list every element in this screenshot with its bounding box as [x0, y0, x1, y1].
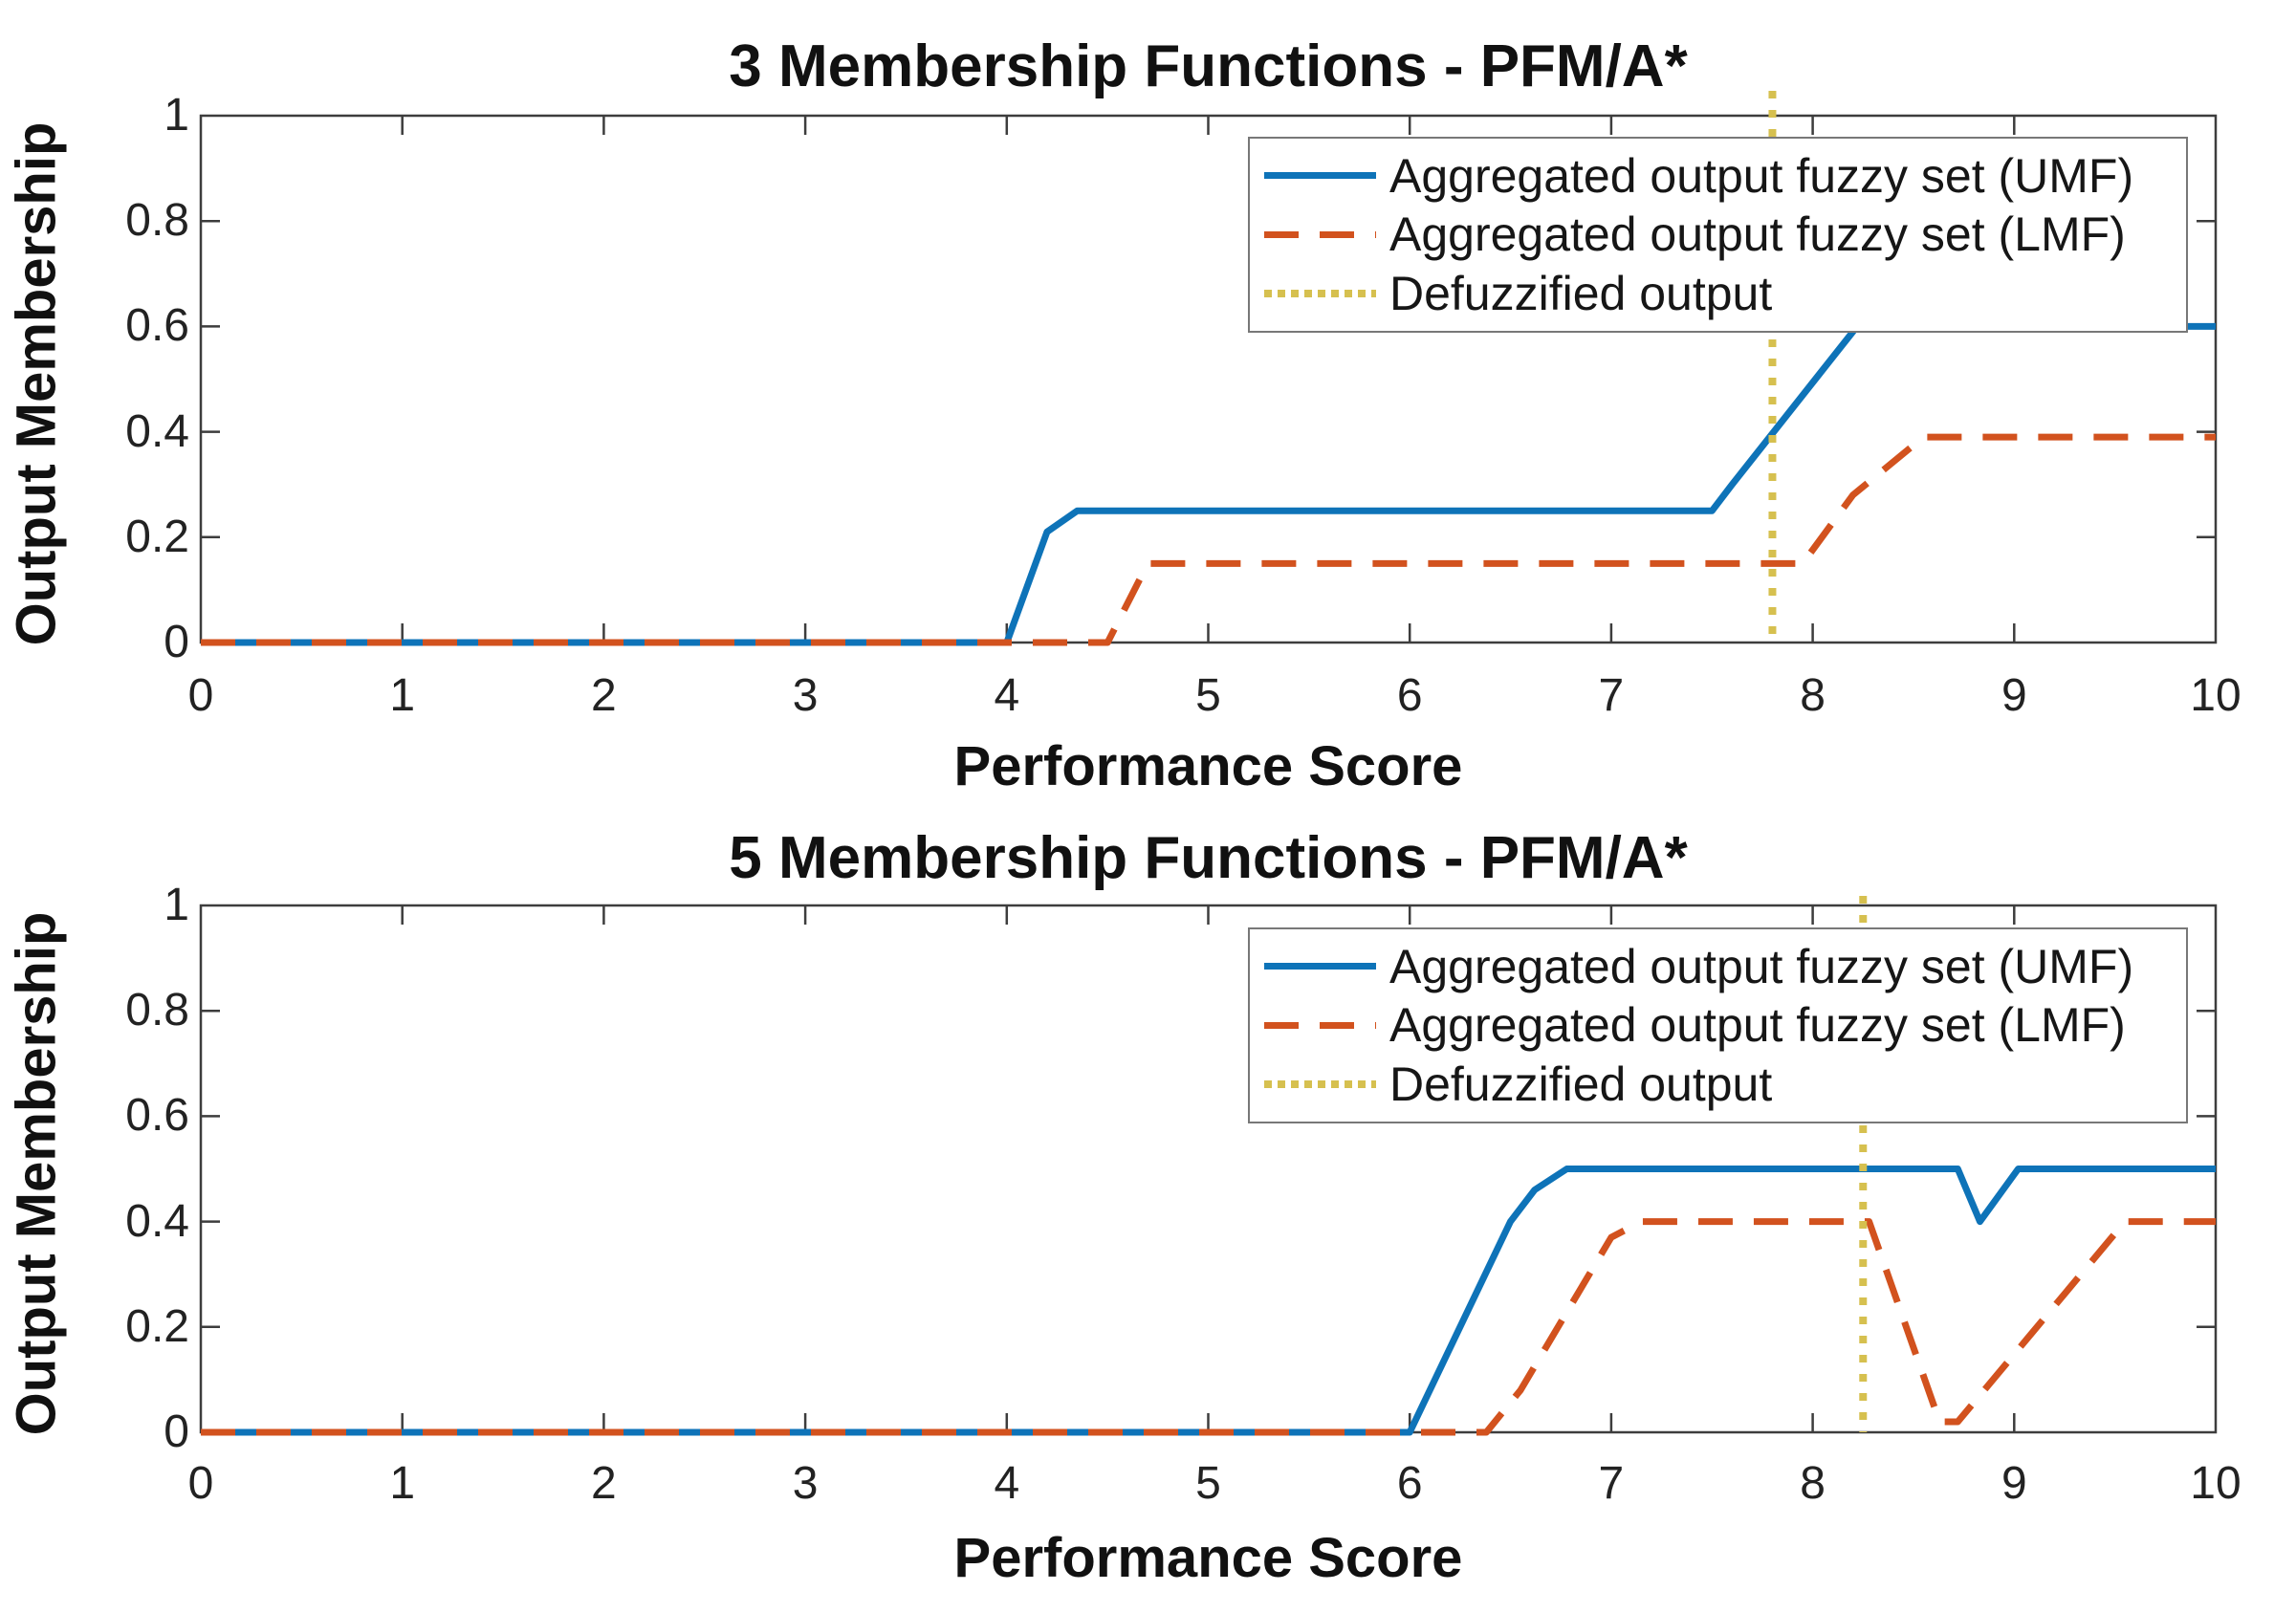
lmf-line-swatch — [1264, 230, 1376, 238]
legend-item-lmf: Aggregated output fuzzy set (LMF) — [1264, 997, 2186, 1053]
legend-item-umf: Aggregated output fuzzy set (UMF) — [1264, 148, 2186, 204]
legend-label: Defuzzified output — [1389, 267, 1773, 321]
chart1-x-axis-label: Performance Score — [953, 735, 1463, 797]
chart1-x-tick-label: 7 — [1598, 670, 1625, 721]
chart1-title: 3 Membership Functions - PFM/A* — [729, 33, 1688, 99]
legend-label: Aggregated output fuzzy set (LMF) — [1389, 207, 2126, 262]
chart1-x-tick-label: 8 — [1800, 670, 1826, 721]
chart2-x-tick-label: 2 — [591, 1458, 617, 1509]
chart1-x-tick-label: 4 — [994, 670, 1020, 721]
chart1-y-tick-label: 0.6 — [125, 300, 189, 352]
legend-label: Aggregated output fuzzy set (LMF) — [1389, 998, 2126, 1053]
legend-item-defuzzified: Defuzzified output — [1264, 266, 2186, 321]
chart2-x-tick-label: 8 — [1800, 1458, 1826, 1509]
chart1-y-tick-label: 0.2 — [125, 511, 189, 562]
chart1-lmf-line — [201, 433, 2216, 646]
legend-label: Aggregated output fuzzy set (UMF) — [1389, 939, 2134, 993]
chart1-x-tick-label: 10 — [2190, 670, 2241, 721]
chart2-x-tick-label: 7 — [1598, 1458, 1625, 1509]
chart2-x-tick-label: 4 — [994, 1458, 1020, 1509]
chart1-x-tick-label: 3 — [792, 670, 819, 721]
chart2-x-tick-label: 1 — [389, 1458, 416, 1509]
chart2-y-tick-label: 0.4 — [125, 1195, 189, 1247]
chart2-y-axis-label: Output Membership — [5, 911, 68, 1436]
legend-item-lmf: Aggregated output fuzzy set (LMF) — [1264, 207, 2186, 262]
chart2-x-tick-label: 0 — [187, 1458, 214, 1509]
chart2-umf-line — [201, 1166, 2216, 1436]
legend-item-umf: Aggregated output fuzzy set (UMF) — [1264, 939, 2186, 994]
chart1-y-tick-label: 0.8 — [125, 195, 189, 247]
chart1-legend: Aggregated output fuzzy set (UMF) Aggreg… — [1248, 137, 2188, 333]
chart2-x-tick-label: 3 — [792, 1458, 819, 1509]
legend-label: Defuzzified output — [1389, 1057, 1773, 1112]
chart2-y-tick-label: 1 — [164, 880, 189, 930]
chart2-x-tick-label: 10 — [2190, 1458, 2241, 1509]
chart2-lmf-line — [201, 1218, 2216, 1436]
chart2-y-tick-label: 0.6 — [125, 1090, 189, 1142]
chart2-x-tick-label: 9 — [2001, 1458, 2027, 1509]
umf-line-swatch — [1264, 963, 1376, 970]
chart2-title: 5 Membership Functions - PFM/A* — [729, 825, 1688, 891]
chart2-x-tick-label: 5 — [1195, 1458, 1221, 1509]
defuzzified-line-swatch — [1264, 1080, 1376, 1089]
chart1-x-tick-label: 2 — [591, 670, 617, 721]
legend-item-defuzzified: Defuzzified output — [1264, 1057, 2186, 1112]
chart2-y-tick-label: 0.2 — [125, 1300, 189, 1352]
chart1-x-tick-label: 6 — [1396, 670, 1423, 721]
umf-line-swatch — [1264, 172, 1376, 180]
chart1-y-axis-label: Output Membership — [5, 121, 68, 646]
legend-label: Aggregated output fuzzy set (UMF) — [1389, 148, 2134, 203]
chart1-x-tick-label: 5 — [1195, 670, 1221, 721]
chart1-y-tick-label: 1 — [164, 90, 189, 141]
chart1-x-tick-label: 9 — [2001, 670, 2027, 721]
lmf-line-swatch — [1264, 1021, 1376, 1029]
chart1-y-tick-label: 0 — [164, 617, 189, 667]
defuzzified-line-swatch — [1264, 290, 1376, 298]
chart2-y-tick-label: 0.8 — [125, 985, 189, 1036]
chart2-y-tick-label: 0 — [164, 1406, 189, 1457]
chart2-x-axis-label: Performance Score — [953, 1527, 1463, 1589]
chart2-x-tick-label: 6 — [1396, 1458, 1423, 1509]
chart1-y-tick-label: 0.4 — [125, 405, 189, 457]
chart1-umf-line — [201, 322, 2216, 646]
chart1-x-tick-label: 0 — [187, 670, 214, 721]
chart2-legend: Aggregated output fuzzy set (UMF) Aggreg… — [1248, 927, 2188, 1123]
chart1-x-tick-label: 1 — [389, 670, 416, 721]
